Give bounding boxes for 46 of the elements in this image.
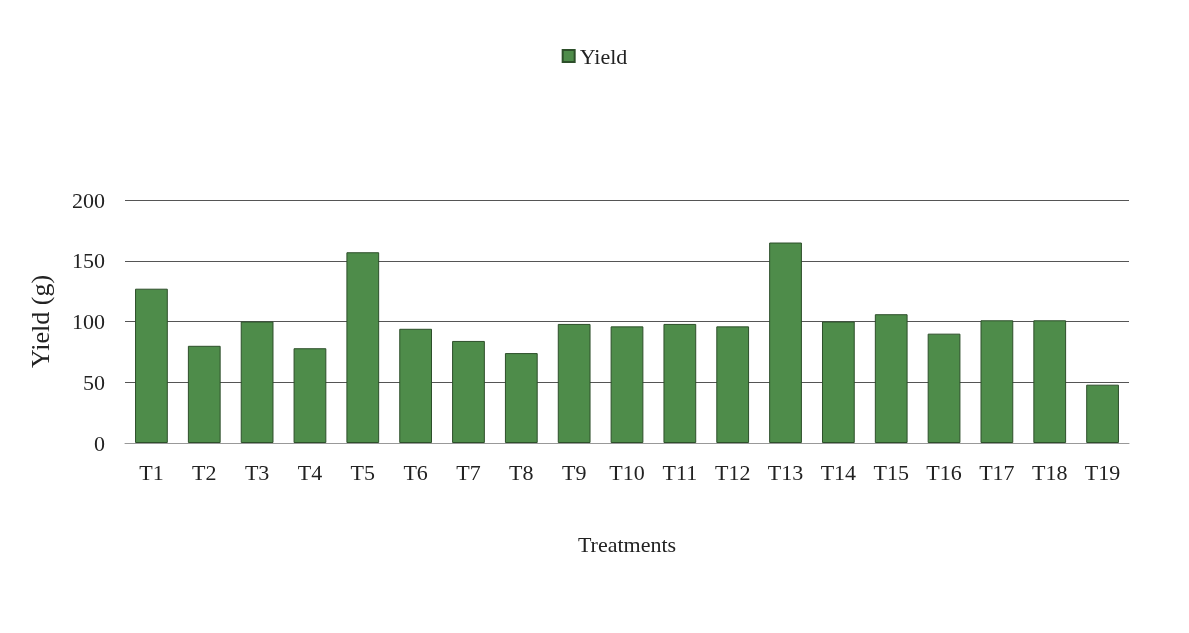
x-tick-label: T16 bbox=[926, 459, 962, 485]
x-tick-label: T12 bbox=[714, 459, 751, 485]
x-tick-label: T19 bbox=[1084, 459, 1121, 485]
x-tick-label: T17 bbox=[979, 459, 1015, 485]
y-tick-label: 100 bbox=[72, 309, 105, 334]
bar bbox=[1033, 320, 1067, 443]
x-tick-label: T9 bbox=[561, 459, 587, 485]
bar bbox=[293, 348, 327, 443]
x-tick-label: T10 bbox=[609, 459, 645, 485]
bar bbox=[135, 288, 168, 443]
y-tick-label: 50 bbox=[83, 369, 105, 395]
bar bbox=[716, 326, 750, 443]
x-tick-label: T3 bbox=[244, 459, 270, 485]
bar bbox=[663, 323, 697, 443]
y-tick-label: 200 bbox=[72, 187, 105, 213]
x-tick-label: T13 bbox=[767, 459, 804, 485]
y-tick-label: 150 bbox=[72, 248, 105, 274]
legend-label: Yield bbox=[579, 43, 628, 69]
x-tick-label: T15 bbox=[873, 459, 909, 485]
x-tick-label: T14 bbox=[820, 459, 857, 485]
x-axis-title: Treatments bbox=[577, 531, 677, 557]
x-tick-label: T8 bbox=[509, 459, 534, 485]
y-tick-label: 0 bbox=[94, 430, 105, 456]
bar bbox=[610, 326, 644, 443]
bar bbox=[504, 353, 538, 443]
x-tick-label: T4 bbox=[297, 459, 323, 485]
x-tick-label: T18 bbox=[1032, 459, 1068, 485]
bar bbox=[557, 323, 591, 443]
bar bbox=[240, 321, 274, 443]
bar bbox=[874, 314, 908, 443]
bar bbox=[452, 340, 485, 443]
bar bbox=[187, 345, 221, 443]
x-tick-label: T7 bbox=[456, 459, 481, 485]
x-tick-label: T1 bbox=[139, 459, 164, 485]
x-tick-label: T2 bbox=[192, 459, 217, 485]
x-tick-label: T5 bbox=[350, 459, 376, 485]
y-axis-title: Yield (g) bbox=[25, 274, 55, 369]
bar bbox=[821, 321, 855, 443]
bar bbox=[1086, 384, 1119, 443]
bar bbox=[927, 333, 961, 443]
bar bbox=[399, 328, 433, 443]
x-tick-label: T6 bbox=[403, 459, 428, 485]
bar bbox=[980, 320, 1014, 443]
bar bbox=[346, 252, 380, 443]
x-tick-label: T11 bbox=[662, 459, 698, 485]
bar bbox=[769, 242, 802, 443]
